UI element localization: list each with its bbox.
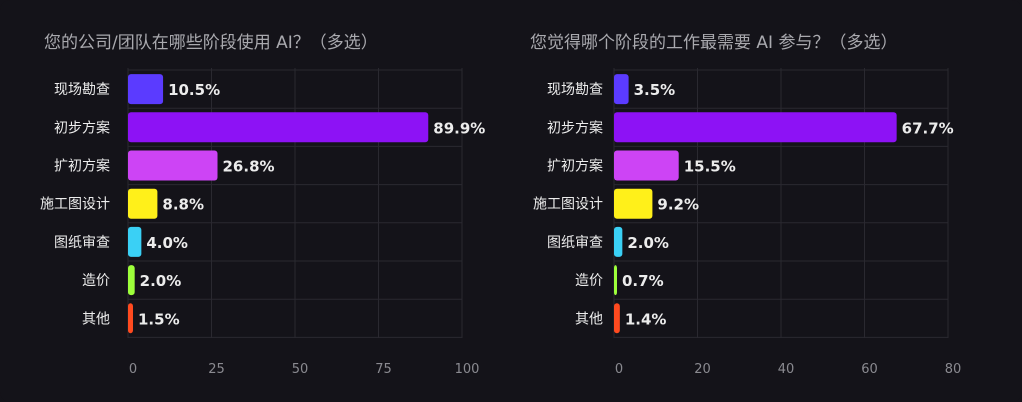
category-label: 施工图设计 — [533, 197, 603, 213]
category-label: 其他 — [82, 311, 110, 327]
category-label: 扩初方案 — [547, 158, 603, 175]
bar — [614, 74, 629, 105]
bar — [128, 265, 135, 296]
bar — [614, 112, 897, 143]
category-label: 扩初方案 — [54, 158, 110, 175]
bar — [128, 74, 164, 105]
category-label: 图纸审查 — [54, 235, 110, 251]
bar — [614, 265, 617, 296]
chart-title: 您觉得哪个阶段的工作最需要 AI 参与？（多选） — [530, 33, 897, 53]
value-label: 0.7% — [622, 272, 664, 290]
chart-2: 您觉得哪个阶段的工作最需要 AI 参与？（多选） 0 20 40 60 80 现场勘查 3.5… — [530, 33, 961, 377]
bar — [614, 226, 623, 257]
category-label: 初步方案 — [54, 119, 110, 136]
chart-1: 您的公司/团队在哪些阶段使用 AI？（多选） 0 25 50 75 100 现场勘查 10.5… — [40, 32, 485, 377]
value-label: 1.4% — [625, 310, 667, 328]
value-label: 8.8% — [162, 196, 204, 214]
x-tick-label: 60 — [861, 362, 878, 377]
value-label: 9.2% — [657, 196, 699, 214]
x-tick-label: 50 — [292, 362, 309, 377]
bar — [128, 150, 218, 181]
value-label: 15.5% — [684, 158, 736, 176]
bar — [614, 188, 653, 219]
x-tick-label: 20 — [694, 362, 711, 377]
x-tick-label: 40 — [778, 362, 795, 377]
x-tick-label: 80 — [945, 362, 962, 377]
bar — [614, 303, 620, 334]
value-label: 10.5% — [168, 81, 220, 99]
value-label: 4.0% — [146, 234, 188, 252]
value-label: 26.8% — [223, 158, 275, 176]
value-label: 67.7% — [902, 119, 954, 137]
value-label: 3.5% — [634, 81, 676, 99]
x-tick-label: 75 — [375, 362, 392, 377]
bar — [128, 112, 429, 143]
category-label: 造价 — [82, 273, 110, 289]
category-label: 造价 — [575, 273, 603, 289]
value-label: 2.0% — [140, 272, 182, 290]
category-label: 初步方案 — [547, 119, 603, 136]
x-tick-label: 25 — [208, 362, 225, 377]
value-label: 2.0% — [627, 234, 669, 252]
bar — [128, 188, 158, 219]
bar — [128, 303, 134, 334]
category-label: 现场勘查 — [54, 82, 110, 98]
category-label: 现场勘查 — [547, 82, 603, 98]
category-label: 施工图设计 — [40, 197, 110, 213]
bar — [128, 226, 142, 257]
bar — [614, 150, 679, 181]
x-tick-label: 0 — [129, 362, 137, 377]
category-label: 图纸审查 — [547, 235, 603, 251]
category-label: 其他 — [575, 311, 603, 327]
x-tick-label: 0 — [615, 362, 623, 377]
chart-title: 您的公司/团队在哪些阶段使用 AI？（多选） — [44, 32, 378, 53]
x-tick-label: 100 — [455, 362, 480, 377]
value-label: 89.9% — [433, 119, 485, 137]
value-label: 1.5% — [138, 310, 180, 328]
